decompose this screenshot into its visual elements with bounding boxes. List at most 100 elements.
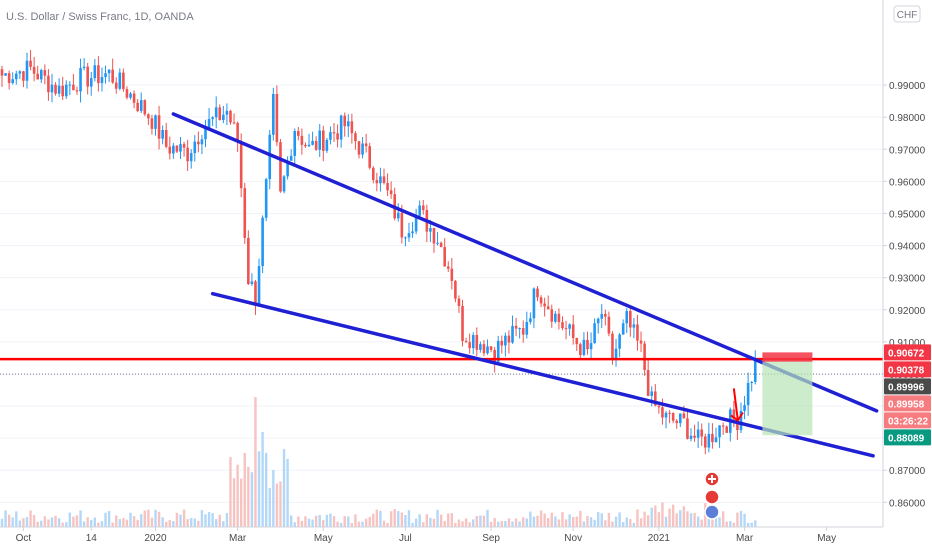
candle-body [218, 107, 222, 120]
x-tick-label: Nov [564, 533, 582, 544]
y-tick-label: 0.96000 [889, 177, 926, 188]
candle-body [682, 413, 686, 419]
price-tag [884, 361, 931, 378]
currency-button[interactable]: CHF [893, 5, 921, 23]
candle-body [200, 139, 204, 145]
volume-bar [682, 506, 686, 527]
volume-bar [368, 516, 371, 527]
volume-bar [54, 515, 57, 527]
volume-bar [193, 518, 196, 527]
flag-icon-group[interactable] [704, 471, 720, 520]
volume-bar [493, 518, 496, 527]
volume-bar [254, 397, 257, 527]
candle-body [532, 288, 536, 319]
volume-bar [225, 513, 229, 527]
candle-body [386, 183, 389, 191]
candle-body [582, 339, 586, 356]
candle-body [268, 134, 272, 180]
volume-bar [614, 516, 618, 527]
candle-body [250, 281, 254, 284]
volume-bar [700, 519, 703, 527]
candle-body [197, 141, 200, 145]
volume-bar [107, 511, 111, 527]
volume-bar [750, 522, 753, 527]
volume-bar [429, 517, 432, 527]
volume-bar [532, 516, 536, 527]
candle-body [407, 233, 411, 238]
volume-bar [379, 510, 382, 527]
volume-bar [572, 516, 575, 527]
price-tag [884, 429, 931, 446]
volume-bar [72, 516, 75, 527]
x-tick-label: Jul [399, 533, 412, 544]
volume-bar [47, 519, 50, 527]
candle-body [229, 110, 232, 123]
volume-bar [186, 519, 189, 527]
candle-body [518, 328, 521, 330]
candle-body [118, 72, 122, 89]
volume-bar [547, 517, 550, 527]
position-target-zone[interactable] [762, 361, 813, 436]
volume-bar [386, 522, 389, 527]
volume-bar [90, 519, 93, 527]
volume-bar [404, 515, 407, 527]
candle-body [89, 78, 93, 87]
volume-bar [596, 512, 600, 527]
candle-body [607, 316, 611, 334]
candle-body [736, 419, 739, 431]
candle-body [475, 335, 479, 350]
candle-body [568, 324, 571, 329]
volume-bar [318, 515, 321, 527]
candle-body [72, 84, 75, 91]
volume-bar [261, 432, 264, 527]
volume-bar [389, 511, 393, 527]
volume-bar [147, 509, 150, 527]
volume-bar [447, 513, 450, 527]
candle-body [414, 215, 418, 232]
candle-body [68, 84, 72, 86]
x-tick-label: Mar [736, 533, 754, 544]
volume-bar [382, 520, 386, 527]
volume-bar [75, 515, 79, 527]
candle-body [554, 313, 557, 322]
volume-bar [407, 510, 411, 527]
volume-bar [136, 519, 139, 527]
volume-bar [550, 512, 553, 527]
candle-body [272, 94, 275, 135]
candle-body [243, 188, 247, 238]
volume-bar [293, 522, 296, 527]
volume-bar [575, 516, 578, 527]
drawing-layer[interactable] [0, 112, 883, 458]
volume-bar [57, 518, 61, 527]
volume-bar [629, 519, 632, 527]
candle-body [314, 140, 318, 150]
volume-bar [621, 522, 625, 527]
candle-body [618, 334, 621, 349]
position-stop-zone[interactable] [762, 352, 813, 362]
volume-bar [668, 508, 671, 527]
volume-bar [268, 487, 271, 527]
trendline-upper[interactable] [171, 112, 879, 413]
volume-bar [339, 522, 343, 527]
volume-bar [325, 514, 329, 527]
volume-bar [350, 522, 354, 527]
candle-body [636, 324, 639, 341]
candle-body [646, 370, 650, 396]
candle-body [139, 100, 143, 112]
candle-body [86, 66, 89, 87]
candle-body [675, 420, 679, 424]
candle-body [664, 412, 668, 418]
volume-bar [207, 511, 211, 527]
candle-body [464, 340, 468, 343]
volume-bar [611, 521, 614, 527]
candle-body [596, 318, 600, 324]
candle-body [39, 70, 43, 80]
volume-bar [636, 509, 639, 527]
candle-body [332, 132, 336, 134]
volume-bar [347, 516, 350, 527]
candle-body [564, 328, 568, 330]
candle-body [654, 391, 657, 406]
volume-bar [600, 513, 603, 527]
